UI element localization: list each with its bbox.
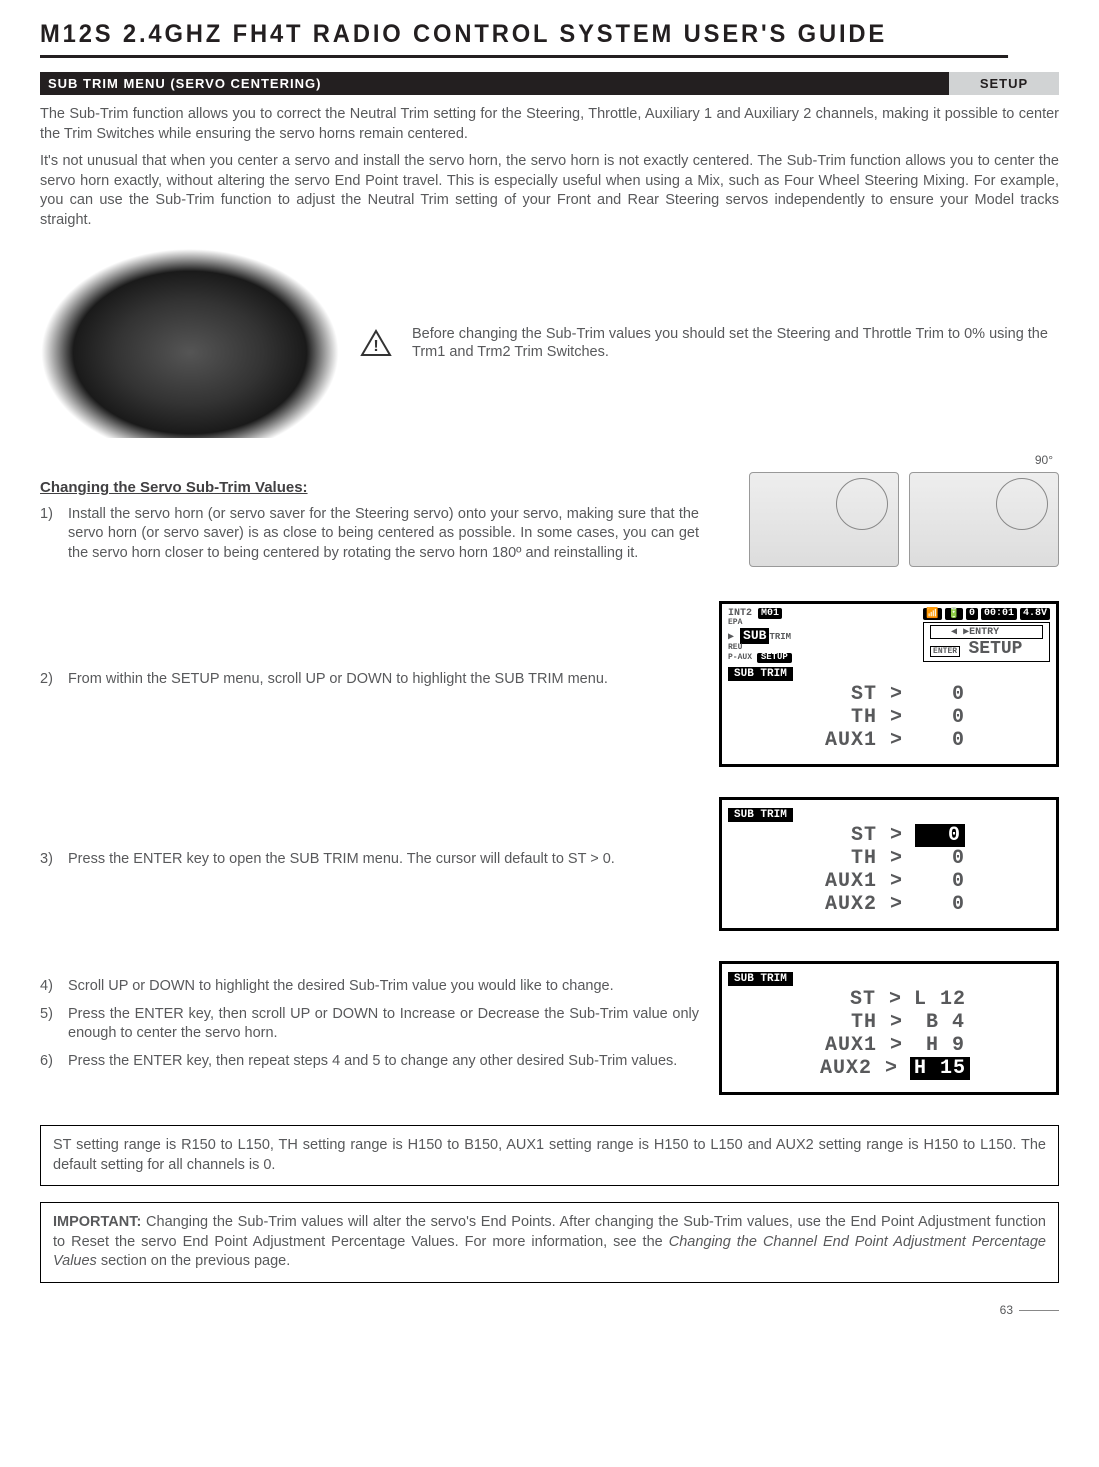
important-label: IMPORTANT: <box>53 1214 141 1230</box>
step-3-row: 3)Press the ENTER key to open the SUB TR… <box>40 797 1059 931</box>
angle-label: 90° <box>1035 453 1053 467</box>
step-2-row: 2)From within the SETUP menu, scroll UP … <box>40 601 1059 767</box>
svg-text:!: ! <box>373 338 378 355</box>
step-2: 2)From within the SETUP menu, scroll UP … <box>40 670 699 690</box>
warning-icon: ! <box>360 329 392 357</box>
step-4: 4)Scroll UP or DOWN to highlight the des… <box>40 977 699 997</box>
important-box: IMPORTANT: Changing the Sub-Trim values … <box>40 1202 1059 1283</box>
range-box: ST setting range is R150 to L150, TH set… <box>40 1125 1059 1186</box>
lcd-1: INT2 M01 EPA ▶ SUBTRIM REUP-AUX SETUP 📶 … <box>719 601 1059 767</box>
section-header: SUB TRIM MENU (SERVO CENTERING) SETUP <box>40 72 1059 95</box>
lcd3-values: ST >L 12 TH >B 4 AUX1 >H 9 AUX2 >H 15 <box>728 986 1050 1082</box>
page-number: 63 <box>40 1303 1059 1317</box>
step-1: 1)Install the servo horn (or servo saver… <box>40 505 699 564</box>
section-left: SUB TRIM MENU (SERVO CENTERING) <box>40 72 949 95</box>
lcd1-top-icons: 📶 🔋 0 00:01 4.8V <box>923 608 1050 620</box>
lcd1-menu-left: INT2 M01 EPA ▶ SUBTRIM REUP-AUX SETUP <box>728 608 792 663</box>
subheading: Changing the Servo Sub-Trim Values: <box>40 478 699 498</box>
servo-right: 90° <box>909 472 1059 567</box>
controller-note-row: ! Before changing the Sub-Trim values yo… <box>40 248 1059 438</box>
step-5: 5)Press the ENTER key, then scroll UP or… <box>40 1005 699 1044</box>
step-6: 6)Press the ENTER key, then repeat steps… <box>40 1052 699 1072</box>
lcd1-menu-right: ◀ ▶ENTRY ENTER SETUP <box>923 622 1050 662</box>
lcd-3: SUB TRIM ST >L 12 TH >B 4 AUX1 >H 9 AUX2… <box>719 961 1059 1095</box>
lcd-2: SUB TRIM ST >0 TH >0 AUX1 >0 AUX2 >0 <box>719 797 1059 931</box>
intro-1: The Sub-Trim function allows you to corr… <box>40 105 1059 144</box>
controller-image <box>40 248 340 438</box>
lcd2-values: ST >0 TH >0 AUX1 >0 AUX2 >0 <box>728 822 1050 918</box>
lcd1-values: ST >0 TH >0 AUX1 >0 <box>728 681 1050 754</box>
intro-2: It's not unusual that when you center a … <box>40 152 1059 230</box>
page-title: M12S 2.4GHZ FH4T RADIO CONTROL SYSTEM US… <box>40 20 1008 58</box>
step-1-row: Changing the Servo Sub-Trim Values: 1)In… <box>40 468 1059 571</box>
section-right: SETUP <box>949 72 1059 95</box>
warning-text: Before changing the Sub-Trim values you … <box>412 325 1059 363</box>
step-456-row: 4)Scroll UP or DOWN to highlight the des… <box>40 961 1059 1095</box>
step-3: 3)Press the ENTER key to open the SUB TR… <box>40 850 699 870</box>
servo-left <box>749 472 899 567</box>
servo-diagram: 90° <box>719 468 1059 571</box>
